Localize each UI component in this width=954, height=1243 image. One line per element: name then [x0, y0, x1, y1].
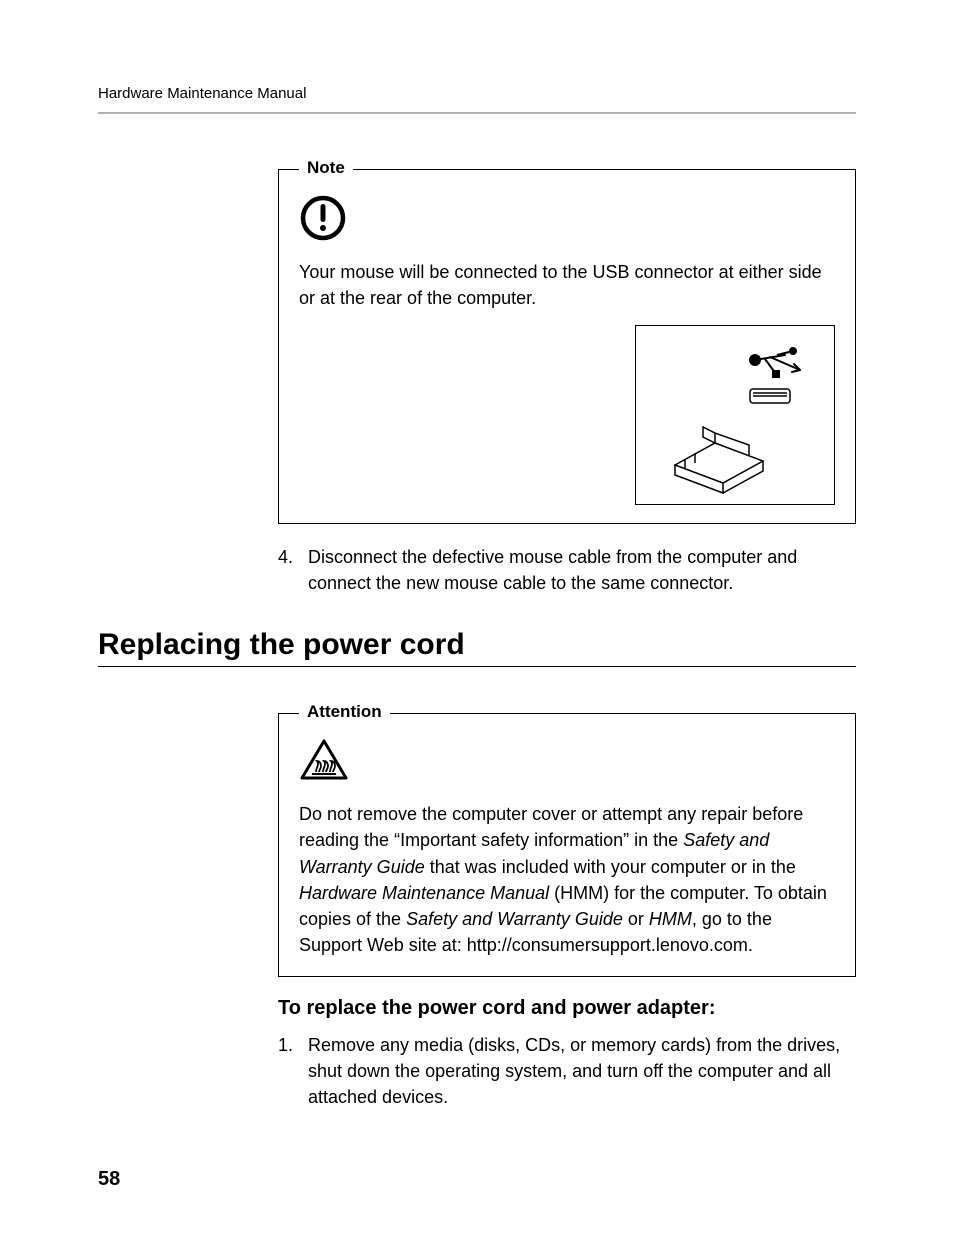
note-text: Your mouse will be connected to the USB …	[299, 259, 835, 311]
usb-figure-container	[299, 325, 835, 505]
section-heading: Replacing the power cord	[98, 628, 856, 667]
note-legend: Note	[299, 158, 353, 178]
step-4: 4. Disconnect the defective mouse cable …	[278, 544, 856, 596]
step-text: Disconnect the defective mouse cable fro…	[308, 544, 856, 596]
circle-exclamation-icon	[299, 194, 835, 247]
running-header: Hardware Maintenance Manual	[98, 85, 856, 102]
step-1: 1. Remove any media (disks, CDs, or memo…	[278, 1032, 856, 1110]
attention-text-italic: HMM	[649, 909, 692, 929]
step-number: 4.	[278, 544, 308, 596]
step-text: Remove any media (disks, CDs, or memory …	[308, 1032, 856, 1110]
header-divider	[98, 112, 856, 114]
triangle-heat-icon	[299, 738, 835, 787]
sub-heading: To replace the power cord and power adap…	[278, 997, 856, 1020]
attention-text-italic: Safety and Warranty Guide	[406, 909, 623, 929]
note-callout: Note Your mouse will be connected to the…	[278, 169, 856, 524]
attention-legend: Attention	[299, 702, 390, 722]
step-number: 1.	[278, 1032, 308, 1110]
attention-text-part: that was included with your computer or …	[425, 857, 796, 877]
content-column: Note Your mouse will be connected to the…	[278, 169, 856, 596]
content-column-2: Attention Do not remove the computer cov…	[278, 713, 856, 1110]
page-number: 58	[98, 1168, 120, 1191]
attention-text-italic: Hardware Maintenance Manual	[299, 883, 549, 903]
attention-text-part: or	[623, 909, 649, 929]
attention-text: Do not remove the computer cover or atte…	[299, 801, 835, 958]
attention-callout: Attention Do not remove the computer cov…	[278, 713, 856, 977]
usb-connector-illustration	[635, 325, 835, 505]
